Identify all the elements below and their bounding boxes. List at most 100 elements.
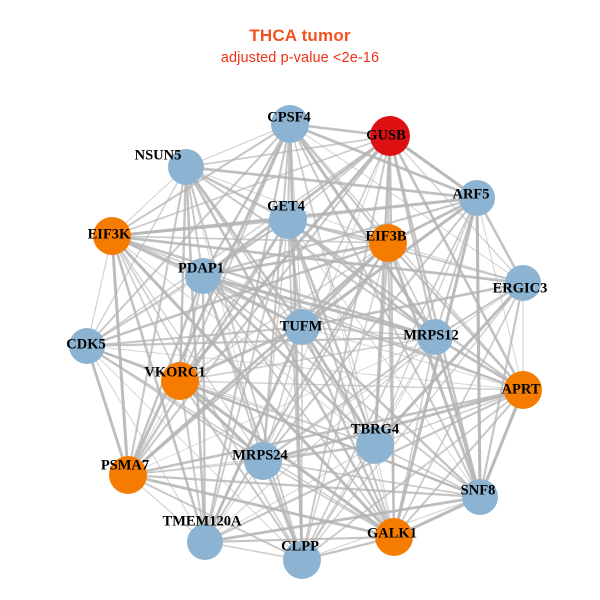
graph-node-label-psma7: PSMA7 [101,457,149,473]
graph-edge [185,165,478,200]
chart-subtitle: adjusted p-value <2e-16 [220,50,380,66]
graph-edge [287,218,436,339]
graph-edge [374,389,524,446]
graph-edge [478,389,525,498]
graph-edge [110,235,207,543]
graph-node-label-vkorc1: VKORC1 [144,364,205,380]
graph-edge [185,135,391,168]
graph-node-ergic3[interactable] [505,265,541,301]
graph-node-label-tbrg4: TBRG4 [351,421,399,437]
graph-node-aprt[interactable] [504,371,542,409]
graph-edge [204,495,481,544]
graph-edge [85,345,130,476]
graph-edge [178,166,188,382]
graph-edge [262,197,478,462]
graph-edge [386,242,482,498]
graph-edge [301,281,524,329]
graph-edge [388,135,482,498]
graph-edge [179,379,481,499]
graph-edge [111,123,291,237]
graph-edge [202,274,524,392]
graph-node-label-cdk5: CDK5 [66,336,105,352]
graph-node-label-tufm: TUFM [280,318,323,334]
graph-edge [127,460,264,476]
graph-node-arf5[interactable] [459,180,495,216]
node-layer[interactable] [69,105,542,579]
graph-node-clpp[interactable] [283,541,321,579]
graph-edge [111,235,303,561]
graph-edge [111,234,524,285]
graph-node-label-get4: GET4 [267,198,305,214]
graph-edge [202,241,389,278]
graph-edge [262,460,481,498]
graph-edge [179,325,303,383]
graph-edge [127,336,436,476]
graph-edge [202,274,436,339]
graph-edge [86,335,436,348]
graph-edge [475,197,482,498]
graph-node-vkorc1[interactable] [161,362,199,400]
graph-node-psma7[interactable] [109,456,147,494]
graph-edge [111,235,181,382]
graph-node-mrps24[interactable] [244,442,282,480]
graph-edge [185,166,204,277]
graph-edge [301,389,524,561]
graph-edge [301,326,524,391]
graph-edge [262,326,303,462]
graph-edge [204,336,436,543]
graph-node-cpsf4[interactable] [271,105,309,143]
graph-edge [202,275,376,446]
graph-node-tufm[interactable] [284,309,320,345]
graph-edge [127,219,289,476]
graph-edge [393,389,524,538]
graph-node-eif3b[interactable] [369,224,407,262]
graph-edge [262,460,395,538]
graph-edge [111,234,436,339]
graph-node-pdap1[interactable] [185,258,221,294]
graph-edge [202,275,395,538]
graph-edge [203,123,292,543]
graph-node-tmem120a[interactable] [187,524,223,560]
graph-node-snf8[interactable] [462,479,498,515]
graph-edge [127,474,303,561]
graph-edge [201,123,292,277]
graph-node-label-pdap1: PDAP1 [178,260,224,276]
graph-edge [86,345,376,446]
graph-edge [204,535,395,544]
graph-edge [386,242,396,538]
graph-node-gusb[interactable] [370,116,410,156]
graph-edge [110,234,396,539]
graph-edge [262,388,524,463]
graph-edge [111,235,376,446]
graph-edge [393,336,436,538]
graph-edge [179,242,389,382]
graph-edge [204,388,524,544]
graph-edge [287,219,395,538]
graph-node-cdk5[interactable] [69,328,105,364]
graph-node-mrps12[interactable] [417,319,453,355]
graph-node-get4[interactable] [269,201,307,239]
graph-node-label-galk1: GALK1 [367,525,417,541]
graph-edge [127,241,389,477]
graph-node-nsun5[interactable] [168,149,204,185]
graph-node-label-nsun5: NSUN5 [135,147,182,163]
graph-edge [86,166,187,347]
graph-node-label-cpsf4: CPSF4 [267,109,311,125]
graph-edge [179,380,376,446]
graph-edge [287,219,524,284]
graph-node-tbrg4[interactable] [356,426,394,464]
graph-edge [178,135,392,382]
graph-edge [373,281,525,447]
graph-edge [110,235,130,476]
graph-node-galk1[interactable] [375,518,413,556]
graph-edge [393,282,524,538]
graph-edge [289,123,524,391]
graph-edge [86,345,264,462]
chart-title-block: THCA tumor adjusted p-value <2e-16 [0,26,600,66]
graph-node-label-snf8: SNF8 [461,482,496,498]
graph-edge [179,336,436,382]
graph-edge [111,235,389,244]
graph-node-eif3k[interactable] [93,217,131,255]
graph-edge [127,388,524,477]
